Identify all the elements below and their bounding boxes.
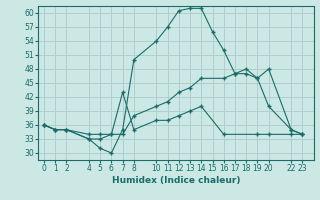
X-axis label: Humidex (Indice chaleur): Humidex (Indice chaleur) [112, 176, 240, 185]
